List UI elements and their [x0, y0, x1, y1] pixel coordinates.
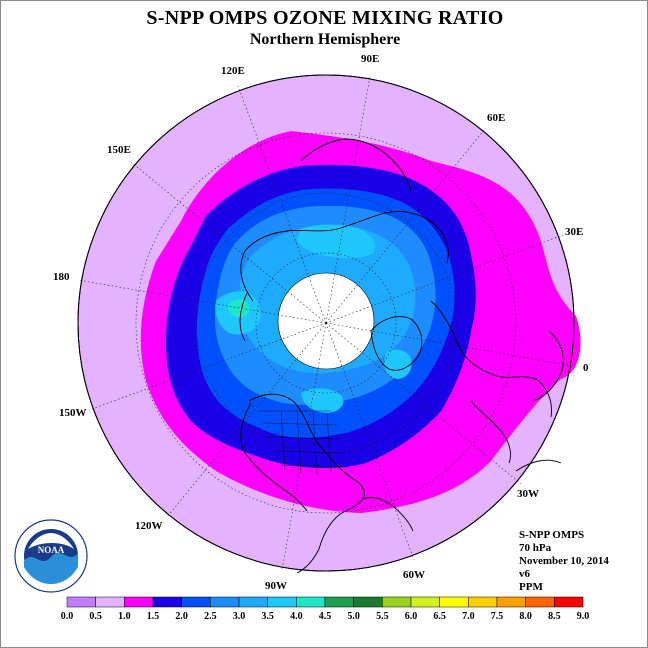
colorbar-tick-label: 5.5 — [376, 611, 389, 622]
colorbar-swatch — [525, 596, 555, 608]
map-title: S-NPP OMPS OZONE MIXING RATIO — [146, 7, 504, 29]
colorbar-tick-label: 8.0 — [519, 611, 532, 622]
lon-label-60e: 60E — [487, 112, 505, 124]
colorbar-swatch — [496, 596, 526, 608]
colorbar-swatch — [267, 596, 297, 608]
lon-label-30w: 30W — [517, 488, 539, 500]
colorbar-swatch — [238, 596, 268, 608]
coastlines — [239, 138, 564, 574]
lon-label-90e: 90E — [361, 53, 379, 65]
lon-label-150w: 150W — [59, 407, 87, 419]
coastline-greenland — [370, 316, 423, 371]
colorbar-tick-label: 9.0 — [577, 611, 590, 622]
info-instrument: S-NPP OMPS — [519, 529, 585, 541]
coastline-north-america — [240, 393, 414, 574]
lon-label-30e: 30E — [565, 226, 583, 238]
colorbar-tick-label: 1.0 — [118, 611, 131, 622]
colorbar-tick-label: 6.0 — [405, 611, 418, 622]
info-pressure-level: 70 hPa — [519, 542, 552, 554]
contour-3-5-4-0-d — [301, 388, 344, 413]
coastline-europe — [430, 300, 552, 464]
colorbar-swatch — [95, 596, 125, 608]
colorbar-swatch — [353, 596, 383, 608]
lon-label-120w: 120W — [135, 520, 163, 532]
colorbar-swatch — [124, 596, 154, 608]
lon-label-90w: 90W — [265, 580, 287, 592]
colorbar-swatch — [439, 596, 469, 608]
colorbar-tick-label: 1.5 — [147, 611, 160, 622]
colorbar-tick-label: 0.5 — [89, 611, 102, 622]
no-data-polar-cap — [277, 272, 375, 370]
colorbar-tick-label: 4.0 — [290, 611, 303, 622]
colorbar-tick-label: 7.5 — [491, 611, 504, 622]
lon-label-180: 180 — [53, 271, 70, 283]
colorbar-swatch — [296, 596, 326, 608]
colorbar-tick-label: 3.0 — [233, 611, 246, 622]
colorbar-swatch — [554, 596, 584, 608]
colorbar-tick-label: 2.5 — [204, 611, 217, 622]
contour-3-5-4-0-b — [297, 224, 376, 258]
colorbar-swatch — [410, 596, 440, 608]
coastline-asia — [239, 138, 449, 342]
colorbar-swatch — [324, 596, 354, 608]
info-version: v6 — [519, 568, 530, 580]
lon-label-120e: 120E — [221, 65, 245, 77]
contour-3-5-4-0-c — [384, 349, 412, 379]
colorbar-tick-label: 8.5 — [548, 611, 561, 622]
colorbar-swatch — [152, 596, 182, 608]
lon-label-0: 0 — [583, 362, 589, 374]
colorbar-swatch — [66, 596, 96, 608]
coastline-us-states — [259, 410, 350, 476]
colorbar-swatch — [210, 596, 240, 608]
noaa-logo-text: NOAA — [38, 545, 65, 555]
colorbar-tick-label: 3.5 — [261, 611, 274, 622]
colorbar-tick-label: 2.0 — [175, 611, 188, 622]
colorbar-tick-label: 6.5 — [433, 611, 446, 622]
colorbar-tick-label: 4.5 — [319, 611, 332, 622]
map-border — [77, 74, 575, 572]
colorbar-tick-label: 7.0 — [462, 611, 475, 622]
map-subtitle: Northern Hemisphere — [249, 31, 401, 48]
info-date: November 10, 2014 — [519, 555, 609, 567]
info-units: PPM — [519, 581, 543, 593]
colorbar-swatch — [468, 596, 498, 608]
lon-label-60w: 60W — [403, 569, 425, 581]
longitude-labels: 90E 60E 30E 0 30W 60W 90W 120W 150W 180 … — [53, 53, 589, 592]
colorbar-tick-label: 5.0 — [347, 611, 360, 622]
coastline-africa — [515, 330, 564, 472]
colorbar-tick-label: 0.0 — [61, 611, 74, 622]
noaa-logo: NOAA — [14, 519, 88, 593]
lon-label-150e: 150E — [107, 144, 131, 156]
colorbar: 0.0 0.5 1.0 1.5 2.0 2.5 3.0 3.5 4.0 4.5 5.0 5.5 6.0 6… — [61, 596, 590, 622]
colorbar-swatch — [382, 596, 412, 608]
colorbar-swatch — [181, 596, 211, 608]
